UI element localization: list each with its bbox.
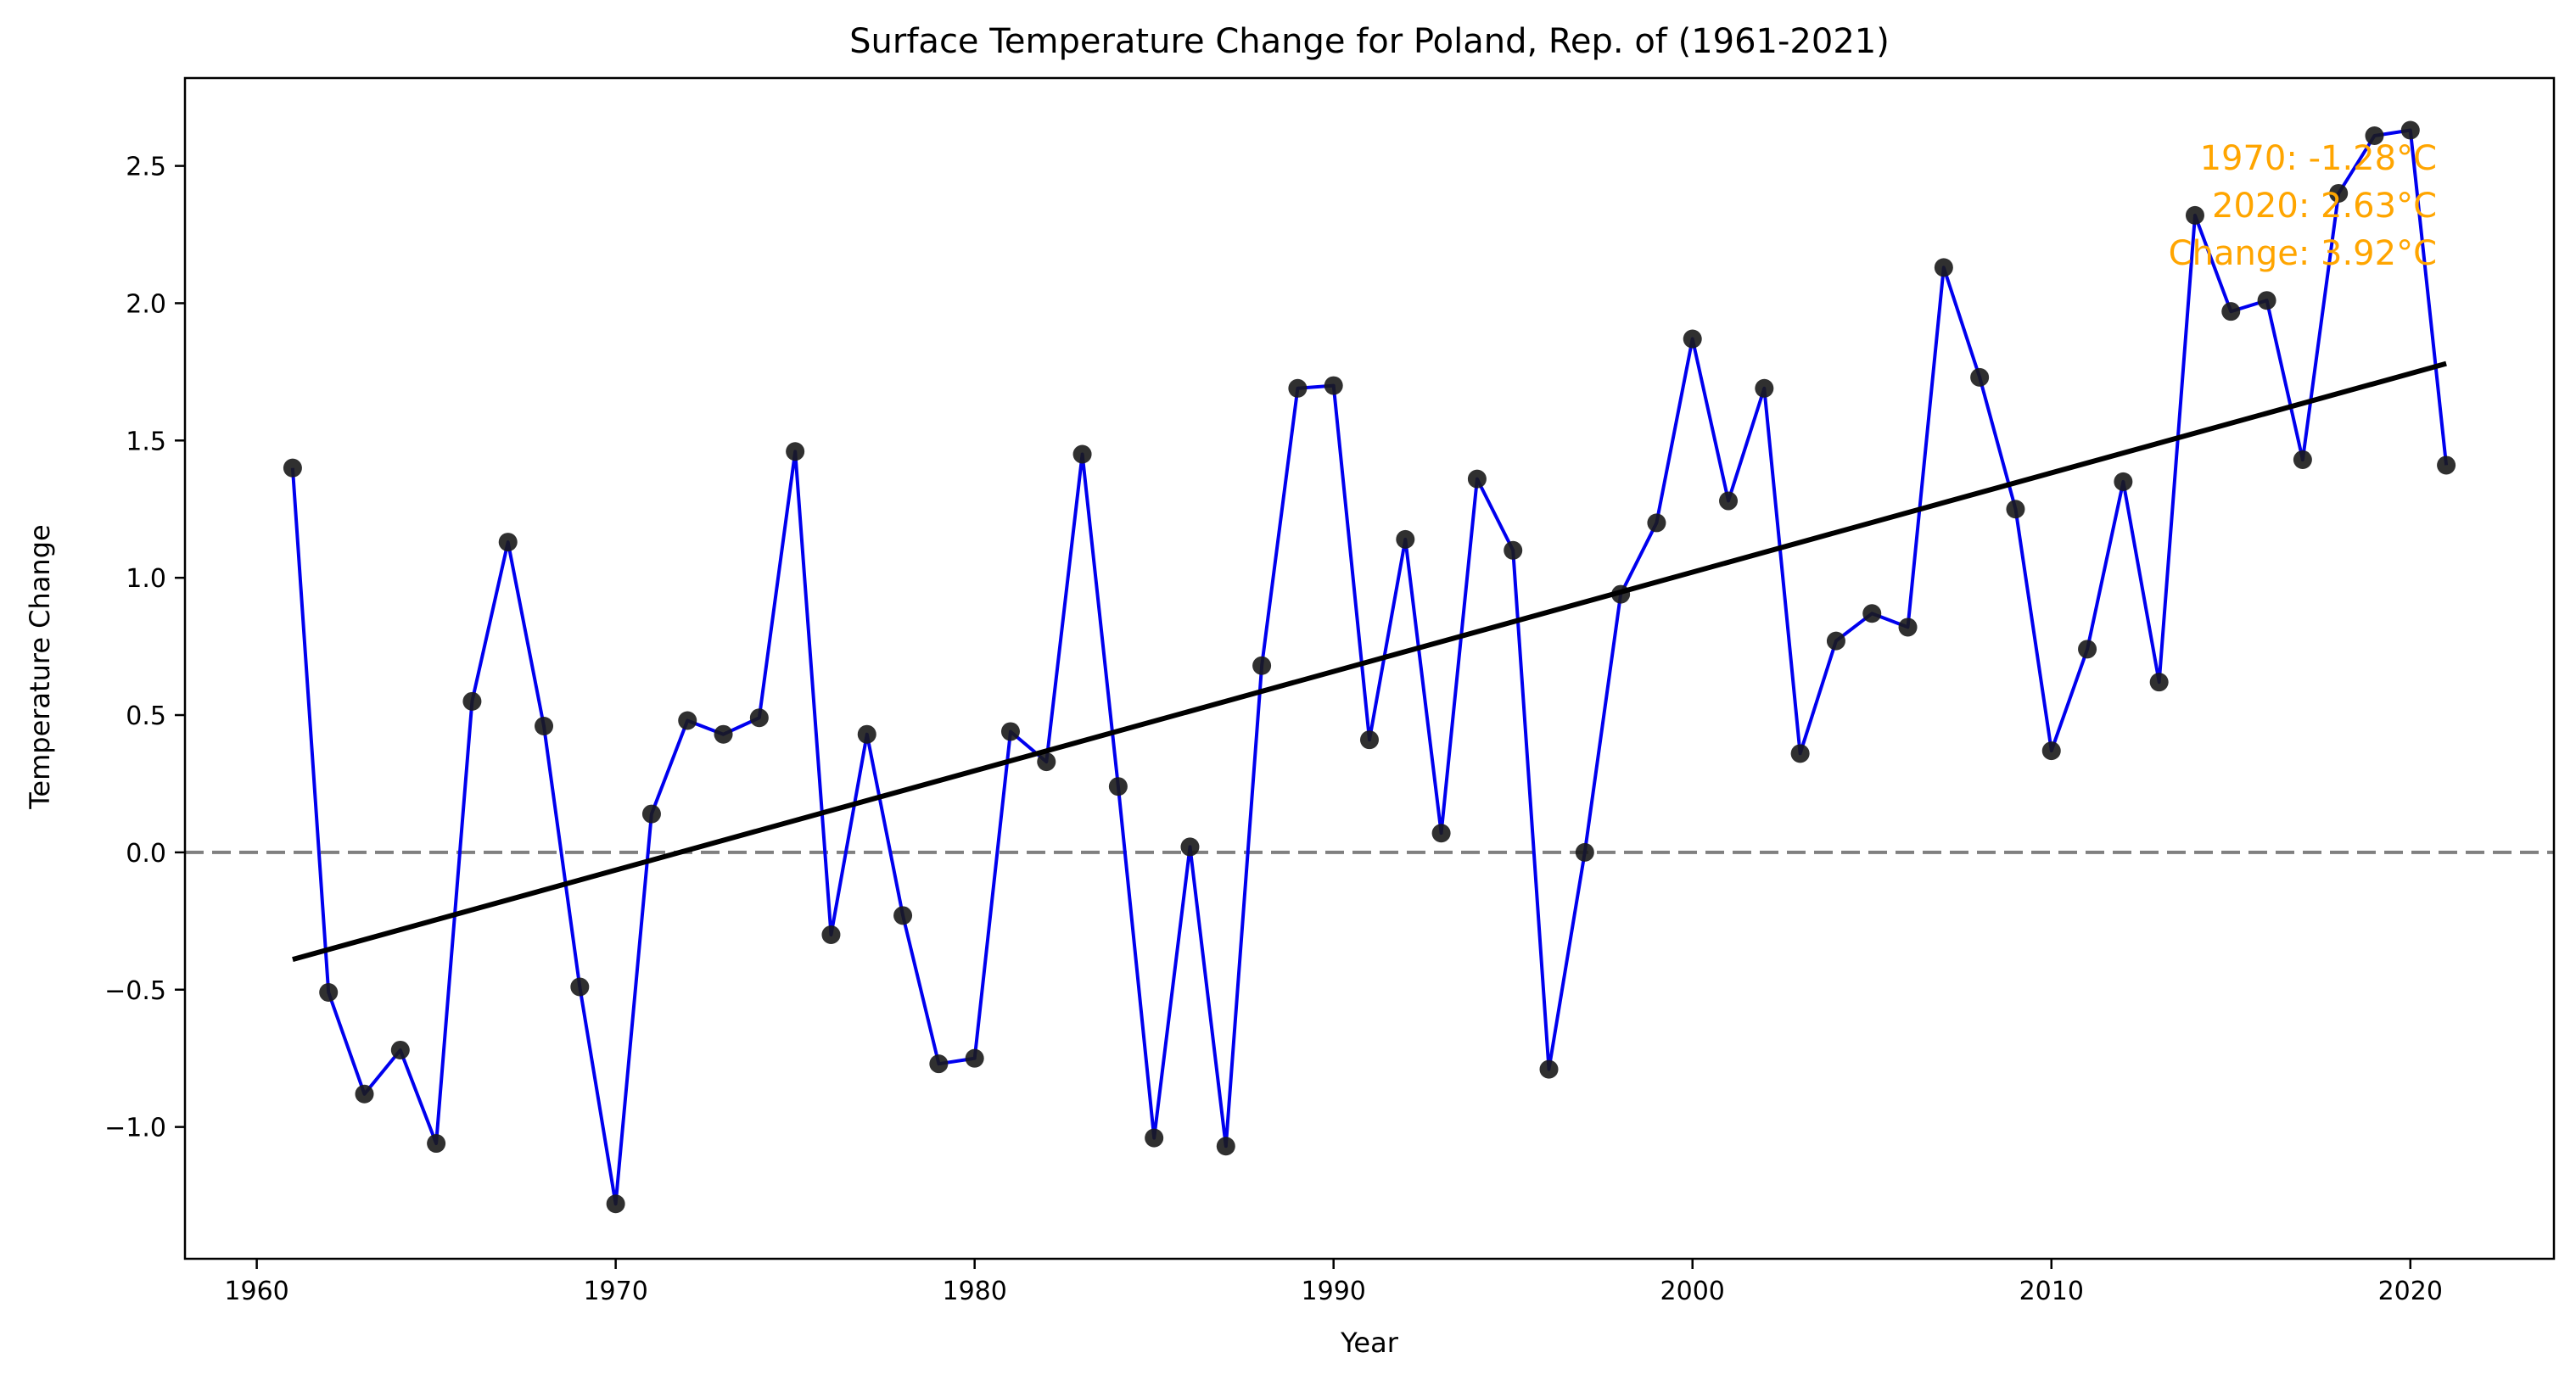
y-axis-label: Temperature Change bbox=[24, 524, 56, 809]
annotation-line-2020: 2020: 2.63°C bbox=[2212, 187, 2437, 226]
data-point-1991 bbox=[1360, 730, 1379, 750]
data-point-2018 bbox=[2329, 183, 2349, 203]
data-point-1976 bbox=[821, 925, 841, 945]
annotation-line-1970: 1970: -1.28°C bbox=[2200, 139, 2437, 178]
data-point-1975 bbox=[786, 442, 805, 461]
data-point-1983 bbox=[1072, 444, 1092, 464]
x-tick-label-1990: 1990 bbox=[1302, 1277, 1366, 1306]
plot-frame bbox=[183, 76, 2556, 1260]
data-point-1962 bbox=[319, 982, 339, 1002]
data-point-1978 bbox=[893, 906, 913, 925]
x-tick-label-1960: 1960 bbox=[224, 1277, 288, 1306]
x-tick-label-2000: 2000 bbox=[1660, 1277, 1725, 1306]
chart-title: Surface Temperature Change for Poland, R… bbox=[849, 22, 1890, 61]
y-tick-label-2: 0.0 bbox=[126, 839, 166, 869]
data-point-1967 bbox=[498, 533, 518, 552]
data-point-2002 bbox=[1755, 378, 1774, 398]
temperature-series-line bbox=[290, 128, 2449, 1206]
x-tick-label-1970: 1970 bbox=[583, 1277, 647, 1306]
data-point-1971 bbox=[641, 804, 661, 824]
data-point-1963 bbox=[355, 1084, 374, 1104]
data-point-2008 bbox=[1970, 367, 1990, 387]
data-point-1999 bbox=[1647, 513, 1666, 533]
data-point-1993 bbox=[1431, 824, 1451, 843]
data-point-1986 bbox=[1180, 837, 1200, 857]
data-point-1987 bbox=[1216, 1137, 1235, 1156]
x-axis-label: Year bbox=[1340, 1327, 1399, 1359]
data-point-2000 bbox=[1683, 329, 1702, 349]
data-point-2003 bbox=[1790, 744, 1810, 763]
data-point-2009 bbox=[2006, 500, 2025, 519]
data-point-2006 bbox=[1898, 618, 1918, 637]
x-tick-label-1980: 1980 bbox=[942, 1277, 1006, 1306]
data-point-2014 bbox=[2185, 205, 2204, 225]
x-tick-label-2010: 2010 bbox=[2019, 1277, 2084, 1306]
data-point-2004 bbox=[1826, 631, 1845, 651]
data-point-2013 bbox=[2149, 673, 2169, 692]
data-point-1995 bbox=[1504, 540, 1523, 560]
data-point-1968 bbox=[535, 716, 554, 735]
data-point-1996 bbox=[1539, 1059, 1559, 1079]
y-tick-label-0: −1.0 bbox=[104, 1114, 166, 1143]
x-tick-label-2020: 2020 bbox=[2378, 1277, 2443, 1306]
data-point-1990 bbox=[1324, 376, 1343, 395]
data-point-2011 bbox=[2078, 640, 2097, 659]
data-point-1970 bbox=[606, 1194, 625, 1214]
data-point-1973 bbox=[714, 724, 733, 744]
y-tick-label-3: 0.5 bbox=[126, 701, 166, 731]
data-point-1961 bbox=[283, 458, 302, 478]
data-point-2001 bbox=[1719, 491, 1739, 511]
data-point-1980 bbox=[965, 1048, 984, 1068]
change-annotation: 1970: -1.28°C 2020: 2.63°C Change: 3.92°… bbox=[2169, 139, 2437, 273]
y-tick-label-5: 1.5 bbox=[126, 427, 166, 456]
data-point-1965 bbox=[427, 1134, 446, 1154]
data-point-1977 bbox=[857, 724, 876, 744]
data-point-1979 bbox=[929, 1054, 949, 1074]
data-point-1981 bbox=[1000, 722, 1020, 741]
data-point-2016 bbox=[2257, 291, 2276, 310]
data-point-2015 bbox=[2221, 302, 2241, 321]
data-point-2012 bbox=[2114, 472, 2133, 491]
y-tick-label-4: 1.0 bbox=[126, 564, 166, 594]
data-point-1997 bbox=[1575, 842, 1594, 862]
data-point-1989 bbox=[1288, 378, 1308, 398]
data-point-1988 bbox=[1252, 656, 1272, 675]
data-point-1982 bbox=[1037, 752, 1056, 772]
data-point-1972 bbox=[678, 711, 697, 730]
data-point-2019 bbox=[2365, 126, 2384, 145]
data-point-2005 bbox=[1862, 604, 1882, 623]
data-point-1984 bbox=[1108, 777, 1128, 796]
data-point-2010 bbox=[2041, 741, 2061, 761]
data-point-2007 bbox=[1934, 258, 1953, 277]
data-point-2020 bbox=[2400, 120, 2420, 140]
y-tick-label-6: 2.0 bbox=[126, 289, 166, 319]
annotation-line-change: Change: 3.92°C bbox=[2169, 234, 2437, 273]
y-tick-label-1: −0.5 bbox=[104, 976, 166, 1006]
data-point-1966 bbox=[462, 691, 482, 711]
trend-line bbox=[292, 360, 2447, 963]
data-point-1994 bbox=[1467, 469, 1487, 489]
data-point-1985 bbox=[1145, 1128, 1164, 1148]
plot-area: 1960 1970 1980 1990 2000 2010 2020 −1.0 −0.5 0.0 0… bbox=[104, 76, 2556, 1306]
y-tick-label-7: 2.5 bbox=[126, 153, 166, 182]
data-point-1969 bbox=[570, 977, 590, 997]
data-point-1974 bbox=[749, 708, 769, 728]
data-point-2017 bbox=[2293, 450, 2312, 469]
data-point-2021 bbox=[2437, 455, 2456, 475]
data-point-1992 bbox=[1396, 529, 1415, 549]
data-point-1964 bbox=[390, 1040, 410, 1059]
